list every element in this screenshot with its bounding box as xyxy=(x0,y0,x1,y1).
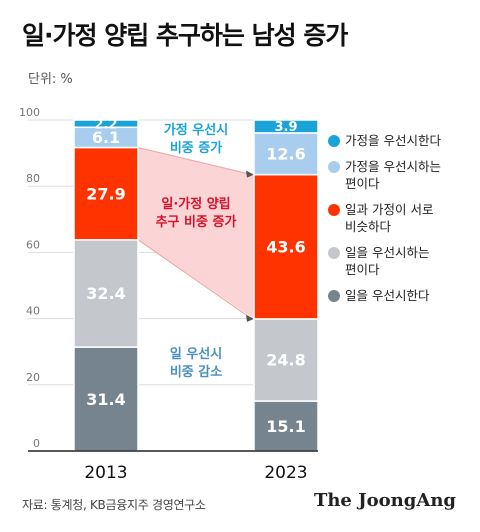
annotation-family: 비중 증가 xyxy=(170,141,222,156)
legend-label: 편이다 xyxy=(345,176,380,191)
data-label: 27.9 xyxy=(86,184,125,203)
stacked-bar-chart: 0 20 40 60 80 100 31.4 32.4 27.9 6.12.2 2013 15.1 24… xyxy=(19,106,441,483)
legend-marker xyxy=(328,247,340,259)
data-label: 2.2 xyxy=(94,117,117,132)
band-arrow-lower xyxy=(137,239,253,320)
y-tick-label: 100 xyxy=(19,106,40,119)
legend-marker xyxy=(328,204,340,216)
annotation-work: 비중 감소 xyxy=(170,365,222,380)
balance-band xyxy=(138,147,254,319)
data-label: 31.4 xyxy=(86,390,125,409)
legend-label: 일을 우선시한다 xyxy=(345,288,430,303)
source-note: 자료: 통계청, KB금융지주 경영연구소 xyxy=(22,498,206,512)
data-label: 43.6 xyxy=(266,238,305,257)
y-tick-label: 60 xyxy=(26,238,40,251)
bar-segment xyxy=(253,318,319,402)
chart-title: 일·가정 양립 추구하는 남성 증가 xyxy=(22,21,348,50)
data-label: 32.4 xyxy=(86,284,125,303)
data-label: 6.1 xyxy=(92,128,120,147)
unit-label: 단위: % xyxy=(28,72,73,87)
brand-logo: The JoongAng xyxy=(313,490,456,511)
annotation-balance: 추구 비중 증가 xyxy=(156,214,237,230)
legend-marker xyxy=(328,161,340,173)
legend-label: 일과 가정이 서로 xyxy=(345,202,433,217)
x-tick-label: 2013 xyxy=(84,463,127,483)
bar-segment xyxy=(73,119,139,129)
x-tick-label: 2023 xyxy=(264,463,307,483)
y-tick-label: 20 xyxy=(26,371,40,384)
legend-label: 가정을 우선시한다 xyxy=(345,133,441,148)
legend-label: 일을 우선시하는 xyxy=(345,245,429,260)
data-label: 12.6 xyxy=(266,145,305,164)
bar-segment xyxy=(253,400,319,452)
annotation-balance: 일·가정 양립 xyxy=(161,196,230,212)
annotation-family: 가정 우선시 xyxy=(164,122,228,138)
data-label: 3.9 xyxy=(274,120,297,135)
y-tick-label: 40 xyxy=(26,305,40,318)
legend-label: 가정을 우선시하는 xyxy=(345,159,441,174)
annotation-work: 일 우선시 xyxy=(170,346,222,362)
y-tick-label: 0 xyxy=(33,437,40,450)
bar-segment xyxy=(253,173,319,320)
band-arrowhead-lower xyxy=(246,314,254,322)
data-label: 15.1 xyxy=(266,417,305,436)
legend-label: 편이다 xyxy=(345,262,380,277)
band-arrowhead-upper xyxy=(246,170,254,178)
legend-marker xyxy=(328,135,340,147)
bar-segment xyxy=(253,119,319,134)
bar-segment xyxy=(253,132,319,176)
legend-label: 비슷하다 xyxy=(345,219,392,234)
y-tick-label: 80 xyxy=(26,172,40,185)
data-label: 24.8 xyxy=(266,351,305,370)
band-arrow-upper xyxy=(137,146,253,176)
legend-marker xyxy=(328,290,340,302)
